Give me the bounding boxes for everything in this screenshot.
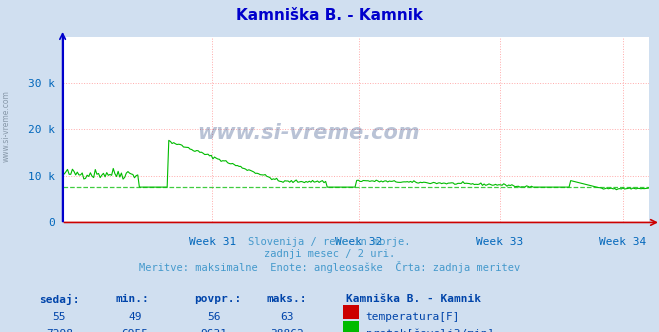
Text: sedaj:: sedaj:	[40, 294, 80, 305]
Text: 38862: 38862	[270, 329, 304, 332]
Text: Week 32: Week 32	[335, 237, 382, 247]
Text: 49: 49	[129, 312, 142, 322]
Text: Slovenija / reke in morje.: Slovenija / reke in morje.	[248, 237, 411, 247]
Text: 56: 56	[208, 312, 221, 322]
Text: Kamniška B. - Kamnik: Kamniška B. - Kamnik	[346, 294, 481, 304]
Text: 9631: 9631	[201, 329, 227, 332]
Text: povpr.:: povpr.:	[194, 294, 242, 304]
Text: Kamniška B. - Kamnik: Kamniška B. - Kamnik	[236, 8, 423, 23]
Text: maks.:: maks.:	[267, 294, 307, 304]
Text: 55: 55	[53, 312, 66, 322]
Text: 6955: 6955	[122, 329, 148, 332]
Text: min.:: min.:	[115, 294, 149, 304]
Text: 7298: 7298	[46, 329, 72, 332]
Text: Week 33: Week 33	[476, 237, 523, 247]
Text: pretok[čevelj3/min]: pretok[čevelj3/min]	[366, 329, 494, 332]
Text: 63: 63	[280, 312, 293, 322]
Text: www.si-vreme.com: www.si-vreme.com	[2, 90, 11, 162]
Text: www.si-vreme.com: www.si-vreme.com	[198, 123, 420, 143]
Text: zadnji mesec / 2 uri.: zadnji mesec / 2 uri.	[264, 249, 395, 259]
Text: Week 31: Week 31	[188, 237, 236, 247]
Text: Meritve: maksimalne  Enote: angleosaške  Črta: zadnja meritev: Meritve: maksimalne Enote: angleosaške Č…	[139, 261, 520, 273]
Text: Week 34: Week 34	[599, 237, 646, 247]
Text: temperatura[F]: temperatura[F]	[366, 312, 460, 322]
